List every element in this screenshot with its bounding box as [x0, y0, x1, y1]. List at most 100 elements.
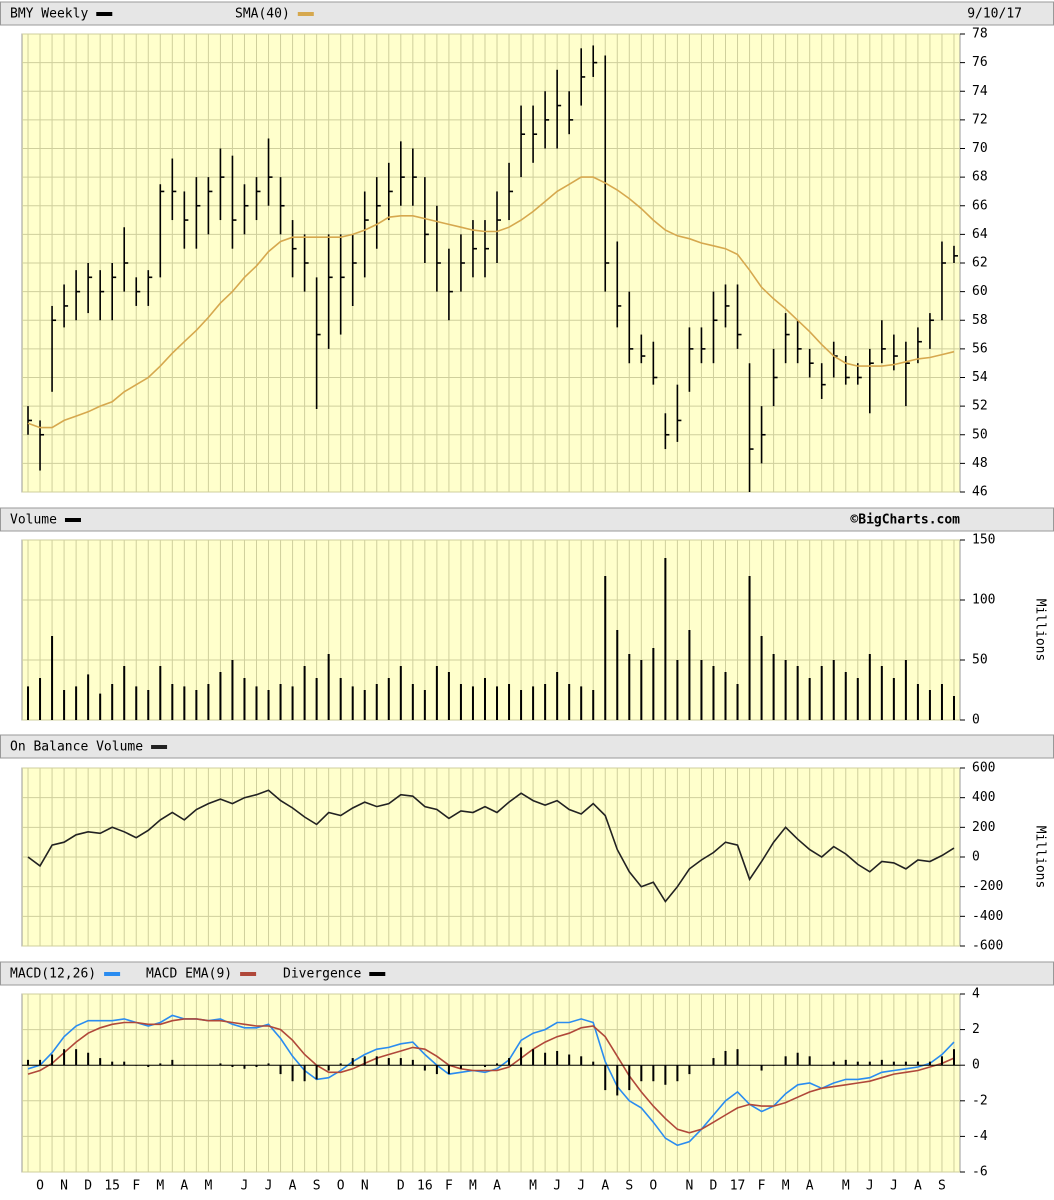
bar — [327, 654, 330, 720]
y-tick-label: 62 — [972, 256, 988, 271]
bar — [796, 1052, 799, 1066]
bar — [820, 1065, 823, 1066]
bar — [844, 1059, 847, 1066]
bar — [147, 690, 150, 720]
bar — [892, 678, 895, 720]
bar — [592, 690, 595, 720]
bar — [892, 1061, 895, 1066]
y-tick-label: 400 — [972, 790, 995, 805]
legend-swatch — [96, 12, 113, 16]
bar — [688, 630, 691, 720]
bar — [700, 1065, 703, 1066]
bar — [291, 686, 294, 720]
bar — [952, 696, 955, 720]
bar — [159, 1063, 162, 1066]
y-tick-label: 78 — [972, 27, 988, 42]
bar — [928, 1061, 931, 1066]
bar — [628, 1065, 631, 1091]
x-tick-label: N — [361, 1179, 369, 1194]
bar — [447, 672, 450, 720]
y-tick-label: 50 — [972, 653, 988, 668]
legend-swatch — [64, 518, 81, 522]
bar — [868, 1061, 871, 1066]
bar — [676, 1065, 679, 1082]
bar — [556, 672, 559, 720]
legend-swatch — [104, 972, 121, 976]
bar — [808, 678, 811, 720]
bar — [640, 660, 643, 720]
bar — [604, 576, 607, 720]
bar — [604, 1065, 607, 1091]
x-tick-label: J — [553, 1179, 561, 1194]
bar — [171, 684, 174, 720]
x-tick-label: O — [337, 1179, 345, 1194]
bar — [808, 1056, 811, 1066]
bar — [339, 678, 342, 720]
bar — [856, 678, 859, 720]
x-tick-label: F — [132, 1179, 140, 1194]
bar — [255, 1065, 258, 1067]
x-tick-label: M — [842, 1179, 850, 1194]
bar — [868, 654, 871, 720]
x-tick-label: M — [469, 1179, 477, 1194]
y-tick-label: 50 — [972, 427, 988, 442]
bar — [207, 1065, 210, 1066]
bar — [99, 693, 102, 720]
bar — [279, 684, 282, 720]
bar — [87, 674, 90, 720]
y-tick-label: 46 — [972, 485, 988, 500]
bar — [904, 660, 907, 720]
bar — [51, 636, 54, 720]
y-tick-label: 2 — [972, 1022, 980, 1037]
bar — [435, 1065, 438, 1075]
bar — [63, 1049, 66, 1066]
header-bar — [0, 1, 1054, 26]
y-tick-label: 52 — [972, 399, 988, 414]
x-tick-label: M — [782, 1179, 790, 1194]
y-tick-label: 60 — [972, 284, 988, 299]
bar — [592, 1061, 595, 1066]
bar — [820, 666, 823, 720]
bar — [664, 558, 667, 720]
bar — [27, 686, 30, 720]
bar — [712, 666, 715, 720]
bar — [760, 636, 763, 720]
legend-swatch — [369, 972, 386, 976]
bar — [39, 678, 42, 720]
x-tick-label: S — [313, 1179, 321, 1194]
x-tick-label: 17 — [730, 1179, 746, 1194]
bar — [411, 684, 414, 720]
bar — [315, 678, 318, 720]
legend-label: Divergence — [283, 967, 361, 982]
x-tick-label: M — [204, 1179, 212, 1194]
bar — [616, 630, 619, 720]
y-tick-label: 64 — [972, 227, 988, 242]
bar — [844, 672, 847, 720]
y-tick-label: 4 — [972, 987, 980, 1002]
series-line — [27, 1018, 955, 1134]
x-tick-label: A — [180, 1179, 188, 1194]
bar — [183, 1065, 186, 1066]
y-tick-label: -4 — [972, 1129, 988, 1144]
bar — [772, 1065, 775, 1066]
bar — [447, 1065, 450, 1075]
bar — [652, 648, 655, 720]
y-tick-label: -6 — [972, 1165, 988, 1180]
x-tick-label: J — [890, 1179, 898, 1194]
x-tick-label: S — [938, 1179, 946, 1194]
bar — [243, 1065, 246, 1069]
x-tick-label: J — [577, 1179, 585, 1194]
bar — [111, 684, 114, 720]
bar — [496, 1063, 499, 1066]
bar — [387, 678, 390, 720]
x-tick-label: S — [625, 1179, 633, 1194]
bar — [496, 686, 499, 720]
bar — [459, 1065, 462, 1069]
bar — [471, 1065, 474, 1066]
y-tick-label: 600 — [972, 761, 995, 776]
bar — [387, 1058, 390, 1066]
bar — [195, 690, 198, 720]
y-tick-label: 48 — [972, 456, 988, 471]
bar — [940, 1056, 943, 1066]
